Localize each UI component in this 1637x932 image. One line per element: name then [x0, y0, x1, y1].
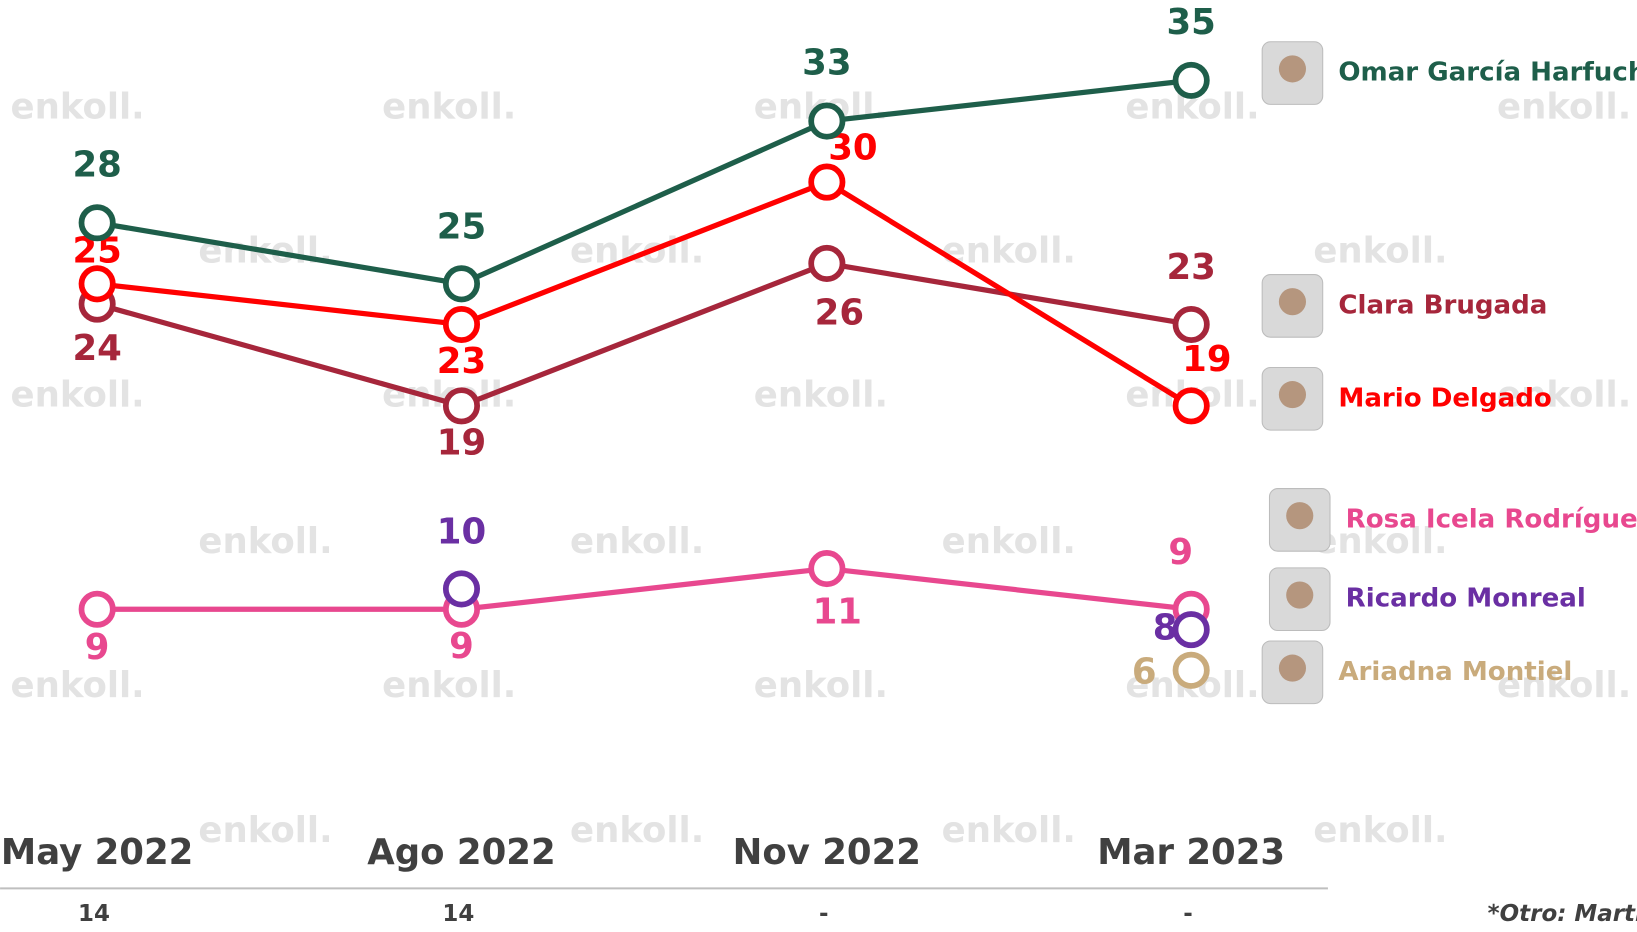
watermark: enkoll.	[198, 810, 332, 851]
watermark: enkoll.	[11, 87, 145, 128]
legend-label: Clara Brugada	[1338, 290, 1547, 320]
legend-photo-face	[1286, 581, 1314, 609]
data-label: 11	[813, 591, 862, 632]
data-label: 28	[72, 144, 121, 185]
data-label: 9	[449, 626, 474, 667]
data-label: 25	[437, 206, 486, 247]
data-point	[808, 244, 846, 282]
watermark: enkoll.	[942, 810, 1076, 851]
data-point	[1172, 305, 1210, 344]
x-tick-label: May 2022	[1, 832, 193, 873]
legend-photo-face	[1278, 288, 1307, 316]
watermark: enkoll.	[11, 375, 145, 416]
watermark: enkoll.	[1497, 375, 1631, 416]
data-point	[808, 163, 846, 201]
data-point	[442, 305, 481, 344]
data-point	[1172, 611, 1210, 649]
data-label: 19	[1182, 339, 1231, 380]
watermark: enkoll.	[1313, 231, 1447, 272]
watermark: enkoll.	[942, 521, 1076, 562]
data-point	[442, 387, 481, 425]
watermark: enkoll.	[382, 665, 516, 706]
data-label: 9	[85, 627, 110, 668]
watermark: enkoll.	[1313, 521, 1447, 562]
series-line	[97, 565, 1192, 612]
watermark: enkoll.	[382, 87, 516, 128]
legend-label: Ariadna Montiel	[1338, 657, 1572, 687]
x-tick-label: Ago 2022	[367, 832, 555, 873]
data-label: 26	[815, 293, 864, 334]
legend-photo-face	[1278, 55, 1307, 83]
data-label: 9	[1168, 532, 1193, 573]
data-point	[442, 265, 481, 303]
footer-value: 14	[78, 901, 110, 927]
data-point	[1172, 651, 1210, 689]
data-label: 6	[1132, 651, 1157, 692]
data-label: 24	[72, 328, 121, 369]
data-label: 19	[437, 422, 486, 463]
watermark: enkoll.	[1497, 87, 1631, 128]
legend-label: Mario Delgado	[1338, 383, 1551, 413]
legend-photo-face	[1278, 654, 1307, 682]
data-point	[808, 550, 846, 588]
data-point	[78, 590, 116, 628]
watermark: enkoll.	[570, 810, 704, 851]
series-line	[96, 77, 1192, 287]
series-line	[96, 179, 1193, 409]
watermark: enkoll.	[11, 665, 145, 706]
data-point	[442, 570, 481, 608]
watermark: enkoll.	[1497, 665, 1631, 706]
watermark: enkoll.	[754, 375, 888, 416]
data-label: 23	[1166, 247, 1215, 288]
data-point	[1172, 61, 1210, 99]
watermark: enkoll.	[198, 521, 332, 562]
data-label: 23	[437, 341, 486, 382]
watermark: enkoll.	[754, 665, 888, 706]
x-tick-label: Mar 2023	[1097, 832, 1285, 873]
footer-value: -	[819, 901, 829, 927]
data-label: 10	[437, 512, 486, 553]
footer-value: 14	[442, 901, 474, 927]
data-label: 33	[802, 43, 851, 84]
data-point	[1172, 387, 1210, 425]
data-point	[78, 204, 116, 242]
data-point	[78, 265, 116, 303]
footnote: *Otro: Martí	[1488, 901, 1637, 927]
legend-label: Rosa Icela Rodríguez	[1346, 504, 1637, 534]
data-label: 35	[1166, 2, 1215, 43]
watermark: enkoll.	[570, 521, 704, 562]
legend-label: Omar García Harfuch	[1338, 58, 1637, 88]
watermark: enkoll.	[1313, 810, 1447, 851]
x-tick-label: Nov 2022	[733, 832, 921, 873]
data-point	[808, 102, 846, 140]
legend-photo-face	[1286, 502, 1314, 530]
footer-value: -	[1183, 901, 1193, 927]
data-label: 8	[1153, 608, 1178, 649]
legend-photo-face	[1278, 381, 1307, 409]
legend-label: Ricardo Monreal	[1346, 584, 1586, 614]
